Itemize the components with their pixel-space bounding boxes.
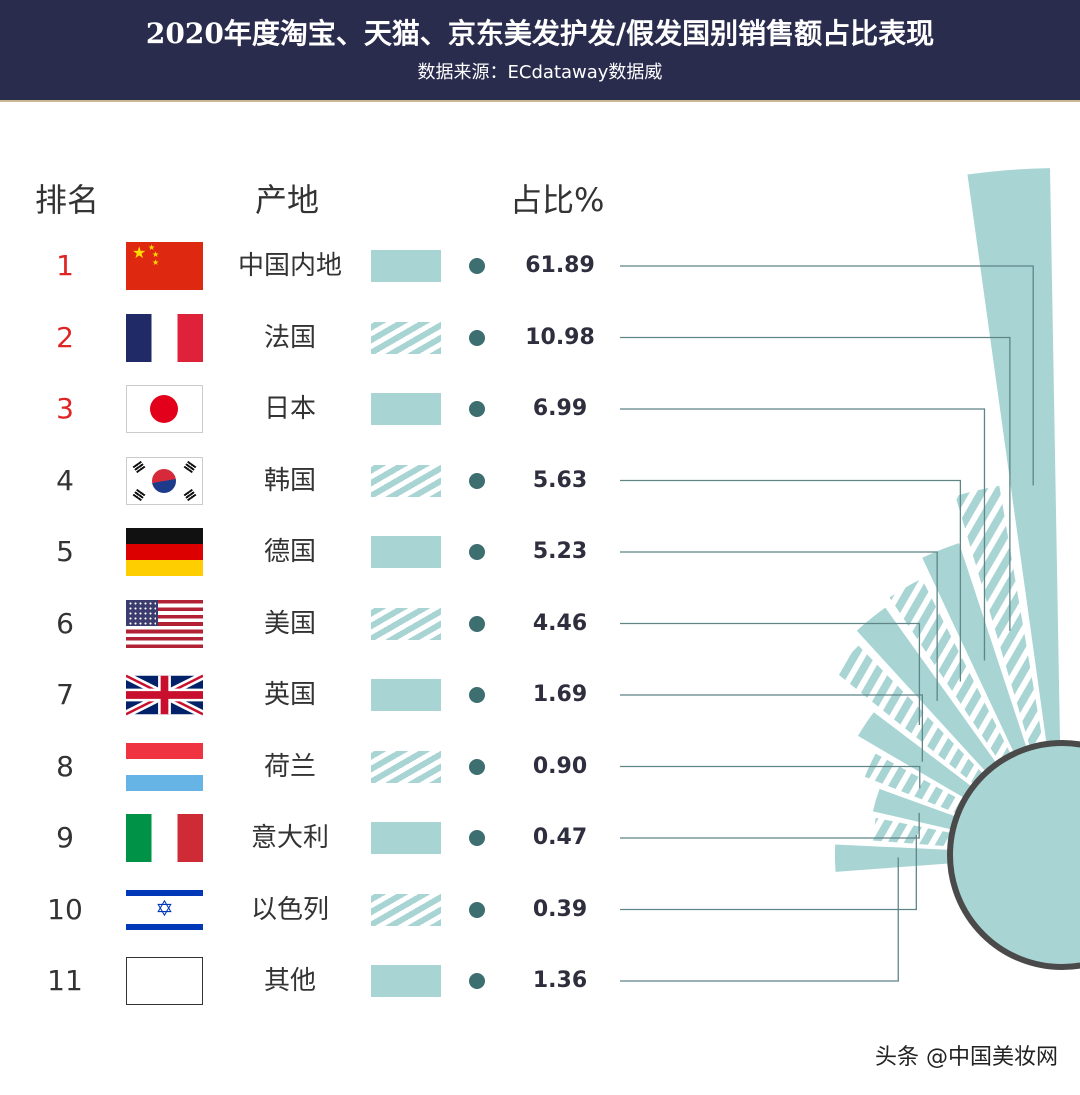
legend-swatch bbox=[371, 893, 441, 926]
leader-line-1 bbox=[620, 265, 1034, 486]
leader-line-5 bbox=[620, 551, 938, 701]
legend-swatch bbox=[371, 822, 441, 854]
leader-line-7 bbox=[620, 694, 924, 762]
sector-2 bbox=[955, 485, 1044, 748]
center-circle bbox=[947, 740, 1080, 970]
uk-flag-icon bbox=[126, 671, 203, 719]
leader-dot bbox=[469, 901, 485, 918]
share-value: 1.69 bbox=[532, 682, 588, 707]
leader-dot bbox=[469, 830, 485, 846]
japan-flag-icon bbox=[126, 385, 203, 433]
rank-label: 10 bbox=[47, 892, 83, 926]
legend-swatch bbox=[371, 965, 441, 997]
country-label: 美国 bbox=[263, 608, 316, 639]
sector-3 bbox=[922, 543, 1027, 754]
sector-8 bbox=[864, 753, 964, 814]
rank-label: 6 bbox=[56, 606, 74, 640]
share-value: 0.47 bbox=[532, 825, 588, 850]
leader-dot bbox=[469, 472, 485, 489]
leader-dot bbox=[469, 973, 485, 989]
leader-dot bbox=[469, 329, 485, 346]
country-label: 日本 bbox=[263, 394, 316, 424]
legend-swatch bbox=[371, 321, 441, 354]
watermark-text: 头条 @中国美妆网 bbox=[875, 1045, 1058, 1070]
italy-flag-icon bbox=[126, 814, 203, 862]
korea-flag-icon bbox=[126, 456, 203, 505]
usa-flag-icon bbox=[126, 599, 203, 648]
share-value: 0.90 bbox=[532, 753, 588, 779]
rank-label: 4 bbox=[56, 463, 74, 497]
share-value: 6.99 bbox=[532, 396, 588, 421]
country-label: 中国内地 bbox=[237, 251, 342, 281]
share-column-header: 占比% bbox=[510, 181, 605, 219]
leader-dot bbox=[469, 401, 485, 417]
data-source: 数据来源：ECdataway数据威 bbox=[417, 62, 663, 83]
leader-dot bbox=[469, 687, 485, 703]
sector-11 bbox=[834, 844, 951, 872]
country-label: 其他 bbox=[263, 966, 316, 996]
france-flag-icon bbox=[126, 313, 203, 362]
leader-line-8 bbox=[620, 765, 921, 789]
blank-flag-icon bbox=[126, 957, 203, 1005]
rank-label: 9 bbox=[56, 821, 74, 854]
country-label: 英国 bbox=[263, 680, 316, 710]
share-value: 61.89 bbox=[525, 253, 595, 278]
sector-1 bbox=[967, 168, 1061, 745]
china-flag-icon: ★ ★ ★ ★ bbox=[126, 242, 203, 290]
page-title: 2020年度淘宝、天猫、京东美发护发/假发国别销售额占比表现 bbox=[145, 17, 935, 50]
germany-flag-icon bbox=[126, 528, 203, 576]
share-value: 5.63 bbox=[532, 467, 588, 493]
rank-label: 5 bbox=[56, 535, 74, 568]
rank-label: 2 bbox=[56, 320, 74, 354]
leader-line-9 bbox=[620, 812, 920, 839]
country-label: 荷兰 bbox=[263, 751, 316, 782]
sector-10 bbox=[872, 817, 953, 847]
leader-line-2 bbox=[620, 336, 1011, 631]
legend-swatch bbox=[371, 679, 441, 711]
header-bar: 2020年度淘宝、天猫、京东美发护发/假发国别销售额占比表现 数据来源：ECda… bbox=[0, 0, 1080, 102]
origin-column-header: 产地 bbox=[255, 181, 320, 219]
leader-line-3 bbox=[620, 408, 986, 661]
rank-label: 8 bbox=[56, 749, 74, 783]
country-label: 以色列 bbox=[250, 894, 329, 925]
rank-column-header: 排名 bbox=[35, 181, 100, 219]
leader-dot bbox=[469, 758, 485, 775]
country-label: 韩国 bbox=[263, 465, 316, 496]
share-value: 4.46 bbox=[532, 610, 588, 636]
leader-line-4 bbox=[620, 479, 962, 682]
country-label: 法国 bbox=[263, 322, 316, 353]
leader-line-11 bbox=[620, 857, 899, 982]
rank-label: 3 bbox=[56, 392, 74, 425]
leader-dot bbox=[469, 258, 485, 274]
legend-swatch bbox=[371, 250, 441, 282]
share-value: 0.39 bbox=[532, 896, 588, 922]
sector-9 bbox=[872, 788, 957, 830]
rank-label: 1 bbox=[56, 249, 74, 282]
israel-flag-icon: ✡ bbox=[126, 885, 203, 934]
share-value: 10.98 bbox=[525, 324, 595, 350]
legend-swatch bbox=[371, 464, 441, 497]
legend-swatch bbox=[371, 750, 441, 783]
share-value: 1.36 bbox=[532, 968, 588, 993]
sector-7 bbox=[857, 712, 973, 799]
legend-swatch bbox=[371, 536, 441, 568]
share-value: 5.23 bbox=[532, 539, 588, 564]
rank-label: 11 bbox=[47, 964, 83, 997]
legend-swatch bbox=[371, 607, 441, 640]
sector-6 bbox=[834, 645, 984, 785]
country-label: 意大利 bbox=[250, 823, 329, 853]
netherlands-flag-icon bbox=[126, 742, 203, 791]
leader-dot bbox=[469, 544, 485, 560]
leader-line-6 bbox=[620, 622, 921, 725]
leader-dot bbox=[469, 615, 485, 632]
legend-swatch bbox=[371, 393, 441, 425]
rank-label: 7 bbox=[56, 678, 74, 711]
leader-line-10 bbox=[620, 834, 917, 911]
country-label: 德国 bbox=[263, 537, 316, 567]
sector-5 bbox=[856, 607, 997, 773]
